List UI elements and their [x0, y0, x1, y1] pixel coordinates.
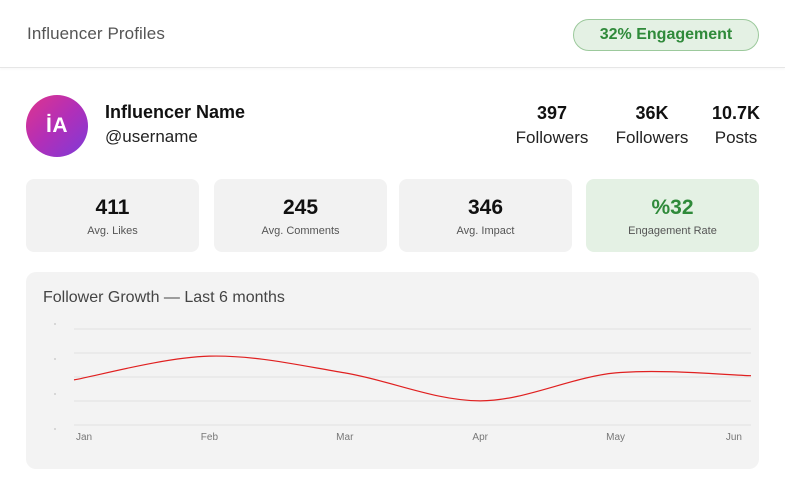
page-title: Influencer Profiles — [27, 24, 165, 43]
profile-name: Influencer Name — [105, 102, 246, 122]
x-tick-label: Jun — [726, 432, 742, 443]
chart-title: Follower Growth — Last 6 months — [43, 289, 285, 306]
metric-card-avg-comments: 245 Avg. Comments — [214, 179, 387, 252]
stat-value: 10.7K — [711, 103, 761, 123]
x-tick-label: Feb — [201, 432, 219, 443]
x-tick-label: Mar — [336, 432, 354, 443]
metric-card-avg-impact: 346 Avg. Impact — [399, 179, 572, 252]
stat-label: Posts — [714, 128, 758, 147]
stat-followers-alt: 36K Followers — [611, 102, 693, 150]
metric-value: 346 — [467, 196, 504, 219]
metric-label: Engagement Rate — [628, 225, 717, 237]
series-line — [73, 355, 752, 402]
metric-value: 411 — [95, 196, 130, 219]
profile-handle: @username — [105, 127, 198, 146]
stat-label: Followers — [515, 128, 589, 147]
avatar[interactable]: İA — [26, 95, 88, 157]
metric-label: Avg. Impact — [456, 225, 515, 237]
metric-value: %32 — [651, 196, 694, 219]
metric-card-avg-likes: 411 Avg. Likes — [26, 179, 199, 252]
stat-label: Followers — [615, 128, 689, 147]
metric-label: Avg. Comments — [261, 225, 340, 237]
app-header: Influencer Profiles 32% Engagement — [0, 0, 785, 68]
x-tick-label: Apr — [472, 432, 488, 443]
metric-value: 245 — [282, 196, 319, 219]
stat-posts: 10.7K Posts — [710, 102, 762, 150]
x-tick-label: May — [606, 432, 625, 443]
metric-card-engagement-rate: %32 Engagement Rate — [586, 179, 759, 252]
stat-followers: 397 Followers — [510, 102, 594, 150]
follower-growth-chart: Jan Feb Mar Apr May Jun — [54, 323, 752, 443]
follower-growth-chart-card: Follower Growth — Last 6 months Jan Feb Ma… — [26, 272, 759, 469]
stat-value: 36K — [635, 103, 669, 123]
engagement-badge[interactable]: 32% Engagement — [573, 19, 759, 51]
stat-value: 397 — [536, 103, 568, 123]
metric-label: Avg. Likes — [87, 225, 138, 237]
x-tick-label: Jan — [76, 432, 92, 443]
